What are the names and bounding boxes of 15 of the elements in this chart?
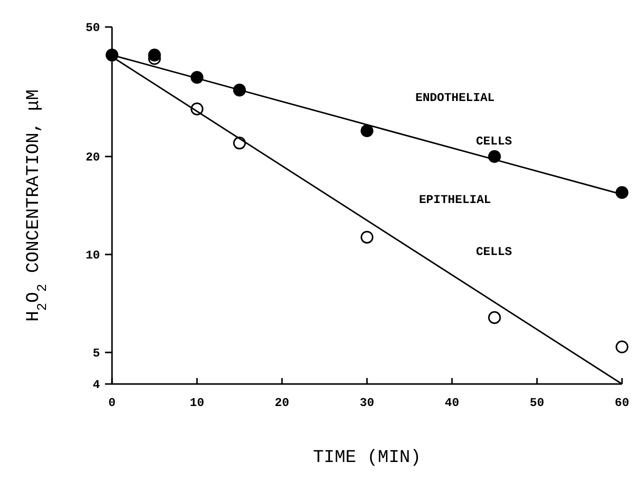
x-axis-title: TIME (MIN) bbox=[312, 448, 422, 468]
x-tick-label: 40 bbox=[444, 396, 460, 410]
text: ENDOTHELIAL CELLS bbox=[415, 90, 512, 148]
x-tick-label: 20 bbox=[274, 396, 290, 410]
x-tick-label: 30 bbox=[360, 396, 374, 410]
y-tick-label: 50 bbox=[86, 21, 100, 35]
x-tick-label: 50 bbox=[530, 396, 544, 410]
y-tick-label: 10 bbox=[86, 248, 100, 262]
y-tick-label: 20 bbox=[86, 150, 100, 165]
x-tick-label: 0 bbox=[108, 396, 116, 410]
text: EPITHELIAL CELLS bbox=[418, 192, 512, 259]
y-tick-label: 4 bbox=[92, 378, 100, 392]
x-tick-label: 60 bbox=[614, 396, 630, 410]
x-tick-label: 10 bbox=[190, 396, 204, 410]
y-tick-label: 5 bbox=[92, 346, 100, 360]
